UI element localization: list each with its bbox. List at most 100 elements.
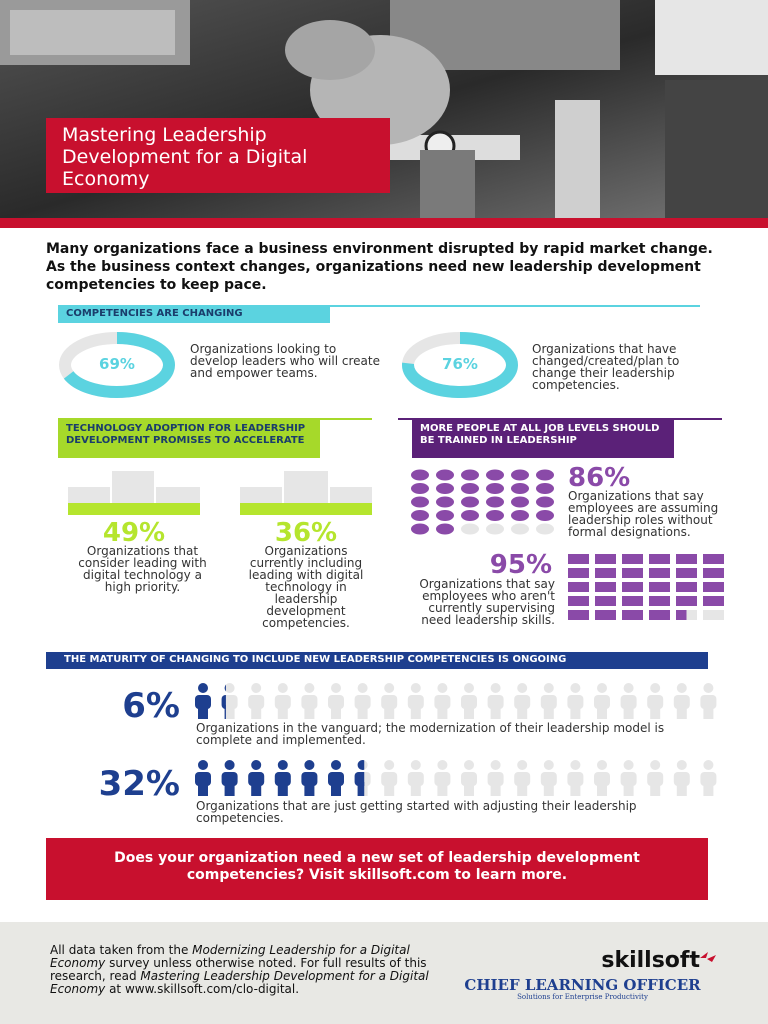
stat-text: Organizations in the vanguard; the moder… xyxy=(196,721,665,747)
person-legs xyxy=(623,782,634,796)
dot xyxy=(536,496,554,508)
section-header: TECHNOLOGY ADOPTION FOR LEADERSHIP DEVEL… xyxy=(58,420,320,458)
logo: skillsoft xyxy=(601,948,700,973)
intro: Many organizations face a business envir… xyxy=(46,241,713,293)
person-head xyxy=(650,683,661,693)
rule xyxy=(58,305,700,307)
person-legs xyxy=(277,782,288,796)
dot xyxy=(536,523,554,535)
dot xyxy=(486,483,504,494)
square xyxy=(622,582,643,592)
donut-arc xyxy=(63,332,175,398)
stat: 86% xyxy=(568,463,631,493)
stat-text: Organizations that consider leading with… xyxy=(78,544,207,594)
call-to-action: Does your organization need a new set of… xyxy=(46,838,708,900)
person-head xyxy=(437,760,448,770)
person-head xyxy=(224,760,235,770)
square xyxy=(568,568,589,578)
stat-text: Organizations looking to develop leaders… xyxy=(190,342,380,380)
note-text: Modernizing Leadership for a Digital Eco… xyxy=(50,943,410,970)
person-legs xyxy=(597,782,607,796)
person-head xyxy=(517,683,528,693)
person-head xyxy=(543,760,554,770)
stat: 6% xyxy=(122,686,180,726)
person-head xyxy=(331,683,341,693)
stat: 76% xyxy=(442,355,478,373)
person-head xyxy=(570,683,581,693)
square xyxy=(703,610,724,620)
person-legs xyxy=(198,782,208,796)
square xyxy=(622,568,643,578)
person-legs xyxy=(384,705,395,719)
footer xyxy=(0,922,768,1024)
square xyxy=(703,554,724,564)
person-legs xyxy=(543,705,554,719)
person-legs xyxy=(251,705,262,719)
stat-text: Organizations that are just getting star… xyxy=(196,799,637,825)
square xyxy=(568,582,589,592)
square xyxy=(676,554,697,564)
person-head xyxy=(464,760,474,770)
person-legs xyxy=(517,782,528,796)
person-head xyxy=(623,760,634,770)
note-text: survey unless otherwise noted. For full … xyxy=(50,956,427,983)
dot xyxy=(436,483,454,494)
dot xyxy=(486,510,504,521)
square xyxy=(649,568,670,578)
square xyxy=(676,582,697,592)
person-legs xyxy=(570,782,581,796)
person-legs xyxy=(410,782,421,796)
square xyxy=(649,554,670,564)
person-legs xyxy=(490,782,501,796)
stat: 32% xyxy=(98,764,180,804)
person-head xyxy=(277,760,288,770)
dot xyxy=(436,523,454,535)
person-head xyxy=(198,683,208,693)
dot xyxy=(411,523,429,535)
person-head xyxy=(251,760,262,770)
square xyxy=(703,596,724,606)
person-head xyxy=(224,683,235,693)
stat: 95% xyxy=(489,550,552,580)
person-head xyxy=(490,683,501,693)
stat-text: Organizations that say employees are ass… xyxy=(568,489,719,539)
dot xyxy=(461,483,479,494)
square xyxy=(703,582,724,592)
square xyxy=(568,554,589,564)
dot xyxy=(436,510,454,521)
person-head xyxy=(277,683,288,693)
dot xyxy=(461,496,479,508)
person-legs xyxy=(676,782,687,796)
square xyxy=(622,610,643,620)
person-head xyxy=(464,683,474,693)
person-head xyxy=(251,683,262,693)
person-legs xyxy=(464,782,474,796)
person-head xyxy=(650,760,661,770)
people-graphics xyxy=(195,683,717,796)
square xyxy=(595,582,616,592)
person-legs xyxy=(490,705,501,719)
section-header: THE MATURITY OF CHANGING TO INCLUDE NEW … xyxy=(46,652,708,669)
dot xyxy=(511,510,529,521)
dot xyxy=(461,510,479,521)
person-legs xyxy=(650,705,661,719)
header-photo xyxy=(0,0,768,228)
person-head xyxy=(331,760,341,770)
person-legs xyxy=(357,782,365,796)
person-legs xyxy=(464,705,474,719)
logo-tagline: Solutions for Enterprise Productivity xyxy=(517,993,648,1001)
person-legs xyxy=(331,782,341,796)
dot xyxy=(536,469,554,481)
person-head xyxy=(304,683,315,693)
square xyxy=(649,610,670,620)
person-head xyxy=(410,760,421,770)
stat-text: Organizations currently including leadin… xyxy=(248,544,364,630)
stat-text: Organizations that have changed/created/… xyxy=(532,342,680,392)
dot xyxy=(436,469,454,481)
note-text: Mastering Leadership Development for a D… xyxy=(50,969,429,996)
logo: CHIEF LEARNING OFFICER xyxy=(464,976,701,994)
square xyxy=(568,610,589,620)
person-head xyxy=(410,683,421,693)
dot xyxy=(461,469,479,481)
